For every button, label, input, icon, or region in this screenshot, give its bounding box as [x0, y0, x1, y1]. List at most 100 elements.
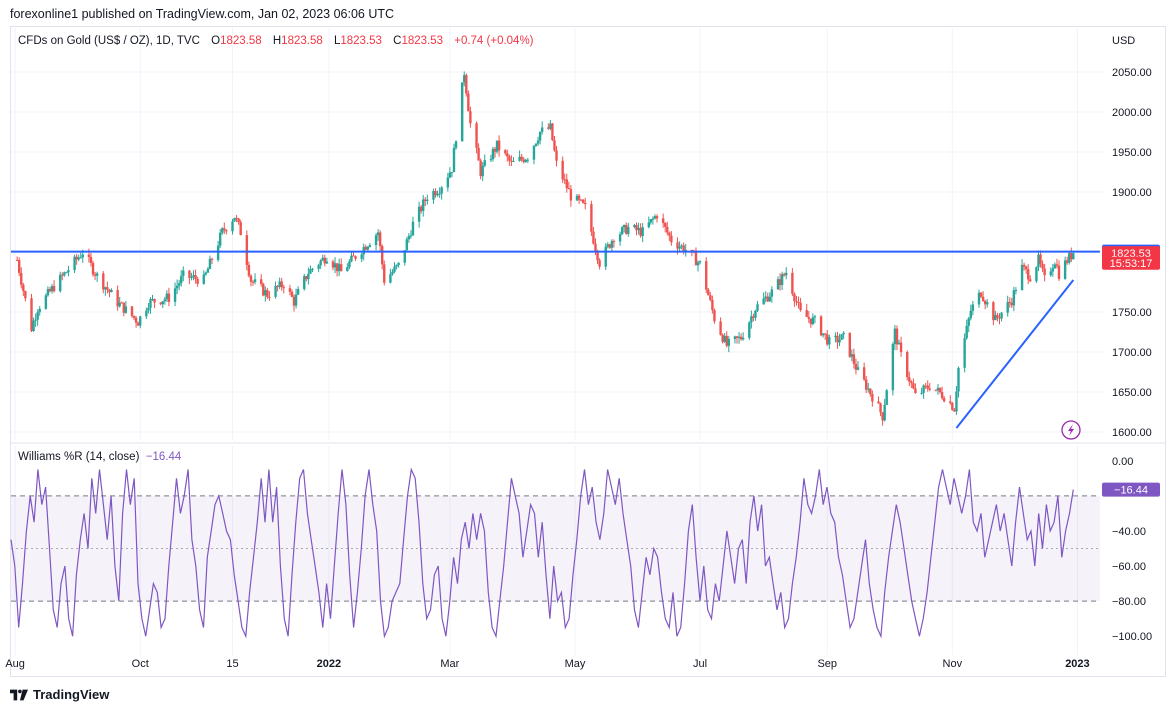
candle-body [24, 290, 27, 299]
candle-body [885, 390, 888, 405]
candle-body [403, 250, 406, 263]
price-label-text: 15:53:17 [1110, 258, 1153, 270]
candle-body [108, 289, 111, 293]
candle-body [625, 224, 628, 234]
indicator-name: Williams %R (14, close) [18, 451, 140, 463]
candle-body [590, 204, 593, 232]
chart-frame [10, 26, 1166, 677]
candle-body [409, 235, 413, 237]
close-label: C [393, 35, 402, 47]
candle-body [81, 254, 84, 258]
candle-body [266, 290, 269, 297]
candle-body [869, 388, 872, 395]
candle-body [596, 250, 599, 261]
candle-body [953, 409, 956, 412]
candle-body [479, 160, 482, 177]
candle-body [389, 274, 392, 283]
candle-body [208, 258, 212, 270]
candle-body [690, 249, 694, 251]
candle-body [553, 140, 556, 151]
candle-body [938, 387, 942, 393]
candle-body [465, 75, 468, 94]
candle-body [986, 302, 989, 305]
candle-body [707, 289, 710, 296]
candle-body [202, 274, 205, 284]
publish-info: forexonline1 published on TradingView.co… [10, 7, 395, 21]
candle-body [290, 291, 294, 297]
candle-body [221, 228, 224, 233]
candle-body [664, 223, 667, 227]
candle-body [48, 289, 52, 292]
candle-body [260, 279, 263, 285]
candle-body [278, 281, 281, 287]
candle-body [840, 334, 843, 340]
candle-body [551, 123, 554, 141]
candle-body [483, 160, 486, 166]
candle-body [67, 270, 70, 273]
candle-body [655, 216, 659, 219]
x-tick-label: Aug [5, 658, 25, 670]
candle-body [955, 391, 958, 412]
candle-body [475, 123, 478, 148]
candle-body [452, 147, 456, 173]
candle-body [928, 388, 931, 390]
candle-body [696, 262, 700, 266]
candle-body [608, 244, 612, 248]
candle-body [922, 385, 925, 393]
candle-body [778, 279, 782, 286]
candle-body [936, 387, 940, 391]
wpr-last-label-text: −16.44 [1114, 485, 1148, 497]
candle-body [190, 276, 193, 278]
candle-body [79, 257, 82, 259]
candle-body [237, 218, 240, 223]
candle-body [296, 289, 300, 295]
candle-body [393, 266, 396, 272]
candle-body [924, 385, 927, 387]
tradingview-footer[interactable]: TradingView [10, 687, 109, 702]
candle-body [167, 293, 171, 302]
candle-body [735, 336, 739, 338]
candle-body [454, 141, 458, 148]
candle-body [303, 276, 306, 290]
candle-body [914, 388, 917, 393]
candle-body [1072, 253, 1075, 260]
candle-body [20, 272, 23, 285]
candle-body [407, 235, 411, 240]
candle-body [768, 296, 772, 302]
candle-body [134, 317, 138, 323]
indicator-value: −16.44 [145, 451, 182, 463]
high-value: 1823.58 [281, 35, 323, 47]
candle-body [883, 404, 886, 421]
candle-body [713, 310, 716, 322]
candle-body [292, 296, 296, 306]
candle-body [633, 225, 636, 228]
candle-body [612, 240, 616, 242]
candle-body [210, 258, 214, 260]
candle-body [756, 304, 759, 311]
candle-body [463, 75, 466, 83]
candle-body [450, 172, 454, 174]
candle-body [397, 262, 400, 266]
candle-body [705, 261, 708, 290]
candle-body [116, 290, 119, 307]
candle-body [721, 334, 724, 342]
candle-body [891, 343, 895, 391]
candle-body [967, 318, 970, 326]
candle-body [362, 246, 365, 255]
candle-body [680, 245, 683, 247]
candle-body [245, 235, 249, 265]
candle-body [996, 315, 999, 318]
candle-body [44, 295, 48, 309]
candle-body [957, 367, 960, 392]
low-label: L [333, 35, 341, 47]
candle-body [547, 127, 550, 129]
candle-body [852, 354, 856, 364]
candle-body [725, 335, 728, 346]
candle-body [22, 284, 25, 291]
candle-body [145, 310, 148, 317]
candle-body [122, 302, 125, 313]
candle-body [440, 187, 443, 194]
candle-body [177, 283, 181, 286]
candle-body [1029, 279, 1032, 282]
